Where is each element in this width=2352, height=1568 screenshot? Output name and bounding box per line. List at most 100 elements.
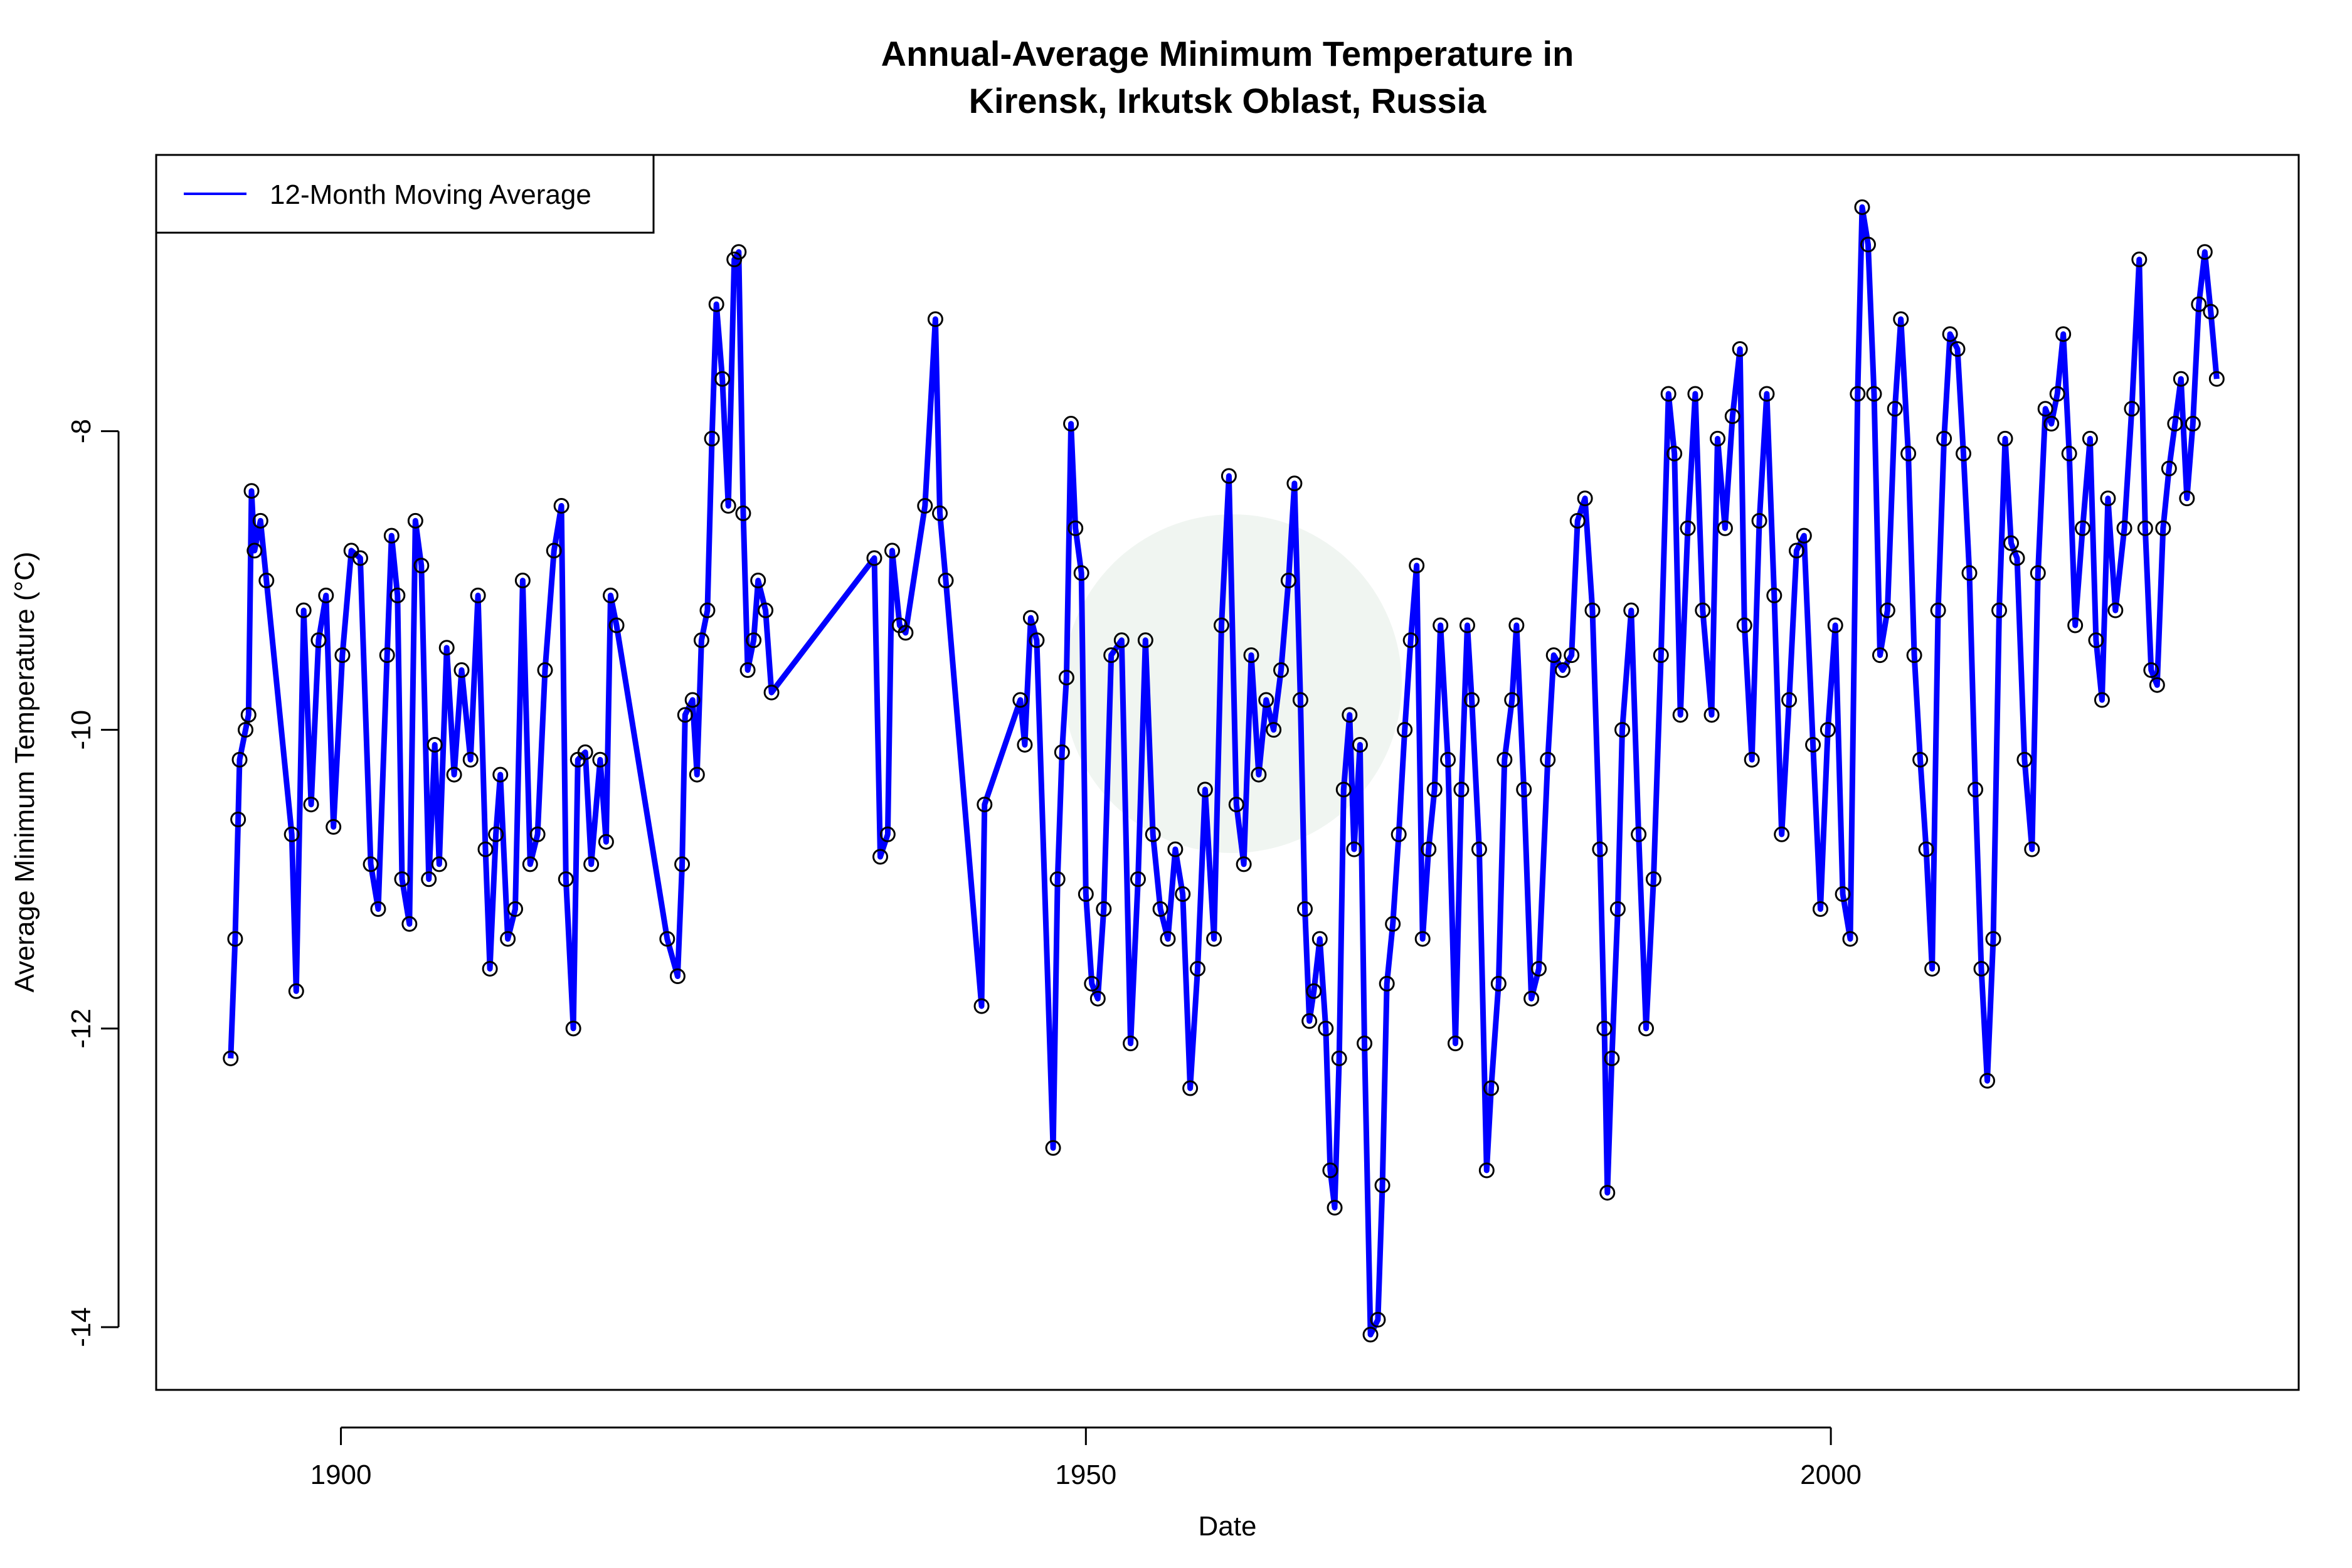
data-point: [763, 684, 780, 701]
data-point: [1292, 692, 1308, 708]
data-point: [334, 647, 351, 664]
data-point: [1182, 1080, 1199, 1096]
data-point: [739, 662, 756, 678]
data-point: [1592, 841, 1608, 857]
data-point: [2075, 520, 2091, 536]
data-point: [1850, 386, 1866, 402]
data-point: [1985, 931, 2001, 947]
data-point: [295, 602, 312, 618]
data-point: [514, 573, 531, 589]
data-point: [1554, 662, 1571, 678]
data-point: [1805, 736, 1821, 753]
data-point: [1842, 931, 1858, 947]
data-point: [2143, 662, 2159, 678]
y-tick-label: -8: [66, 419, 97, 443]
data-point: [898, 625, 914, 641]
data-point: [1096, 901, 1112, 917]
data-point: [598, 834, 614, 850]
data-point: [1516, 781, 1532, 798]
data-point: [1545, 647, 1562, 664]
data-point: [462, 751, 479, 768]
data-point: [1781, 692, 1798, 708]
data-point: [2003, 535, 2020, 551]
data-point: [884, 543, 901, 559]
data-point: [1243, 647, 1259, 664]
data-point: [1029, 632, 1045, 649]
data-point: [2061, 445, 2077, 462]
data-point: [1342, 707, 1358, 723]
data-point: [446, 766, 462, 783]
data-point: [1049, 871, 1066, 887]
data-point: [1604, 1050, 1620, 1066]
data-point: [917, 498, 933, 514]
data-point: [477, 841, 494, 857]
data-point: [1391, 826, 1407, 842]
data-point: [240, 707, 257, 723]
data-point: [1900, 445, 1917, 462]
data-point: [1160, 931, 1176, 947]
legend: 12-Month Moving Average: [155, 154, 655, 234]
data-point: [879, 826, 896, 842]
data-point: [684, 692, 701, 708]
data-point: [1653, 647, 1669, 664]
data-point: [1680, 520, 1696, 536]
data-point: [1447, 1036, 1463, 1052]
data-point: [1362, 1327, 1379, 1343]
data-point: [1766, 587, 1783, 603]
data-point: [431, 856, 447, 872]
data-point: [2185, 416, 2201, 432]
data-point: [2088, 632, 2104, 649]
data-point: [2049, 386, 2065, 402]
data-point: [243, 483, 260, 499]
data-point: [1352, 736, 1368, 753]
data-point: [482, 961, 498, 977]
data-point: [2155, 520, 2171, 536]
data-point: [1609, 901, 1626, 917]
data-point: [1397, 722, 1413, 738]
y-tick-label: -14: [66, 1307, 97, 1347]
data-point: [2055, 326, 2072, 342]
data-point: [1251, 766, 1267, 783]
y-tick-label: -12: [66, 1009, 97, 1049]
data-point: [288, 983, 304, 999]
data-point: [1236, 856, 1252, 872]
data-point: [2203, 304, 2219, 320]
data-point: [1930, 602, 1946, 618]
data-point: [1584, 602, 1601, 618]
data-point: [577, 744, 593, 760]
data-point: [2179, 490, 2195, 507]
data-point: [413, 558, 430, 574]
data-point: [1331, 1050, 1347, 1066]
data-point: [394, 871, 410, 887]
data-point: [1012, 692, 1029, 708]
data-point: [1596, 1020, 1613, 1037]
data-point: [546, 543, 562, 559]
data-point: [2009, 550, 2025, 566]
data-point: [1137, 632, 1153, 649]
data-point: [2191, 296, 2207, 312]
data-point: [1961, 565, 1978, 581]
data-point: [1796, 527, 1812, 544]
x-tick-label: 1950: [1055, 1459, 1116, 1490]
data-point: [1759, 386, 1775, 402]
data-point: [592, 751, 608, 768]
data-point: [2067, 617, 2084, 633]
data-point: [1145, 826, 1161, 842]
data-point: [1440, 751, 1456, 768]
data-point: [1103, 647, 1120, 664]
x-axis: 1900 1950 2000: [310, 1426, 1862, 1490]
data-point: [977, 797, 993, 813]
data-point: [522, 856, 538, 872]
data-point: [1335, 781, 1352, 798]
data-point: [1973, 961, 1989, 977]
data-point: [1123, 1036, 1139, 1052]
data-point: [227, 931, 243, 947]
data-point: [1421, 841, 1437, 857]
data-point: [674, 856, 691, 872]
data-point: [352, 550, 368, 566]
data-point: [507, 901, 524, 917]
data-point: [2137, 520, 2153, 536]
data-point: [1638, 1020, 1655, 1037]
data-point: [1744, 751, 1760, 768]
data-point: [407, 512, 423, 529]
